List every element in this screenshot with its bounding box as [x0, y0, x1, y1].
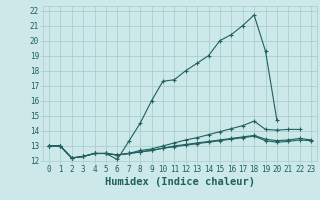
X-axis label: Humidex (Indice chaleur): Humidex (Indice chaleur): [105, 177, 255, 187]
